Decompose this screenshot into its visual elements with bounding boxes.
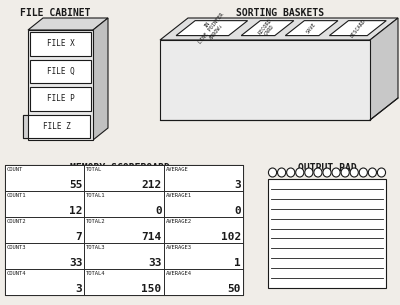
Bar xyxy=(84,217,164,243)
Text: 150: 150 xyxy=(142,284,162,294)
Text: 3: 3 xyxy=(76,284,82,294)
Text: DISCARD: DISCARD xyxy=(349,18,366,38)
Ellipse shape xyxy=(268,168,277,177)
Text: TOTAL4: TOTAL4 xyxy=(86,271,106,276)
Bar xyxy=(5,165,84,191)
Text: COUNT2: COUNT2 xyxy=(7,219,26,224)
Text: AVERAGE: AVERAGE xyxy=(166,167,188,172)
Bar xyxy=(28,30,93,140)
Polygon shape xyxy=(160,18,398,40)
Text: OUTPUT PAD: OUTPUT PAD xyxy=(298,163,356,173)
Polygon shape xyxy=(176,21,248,36)
Bar xyxy=(5,269,84,295)
Ellipse shape xyxy=(323,168,331,177)
Bar xyxy=(30,59,91,83)
Text: SAVE: SAVE xyxy=(306,22,318,34)
Text: 1: 1 xyxy=(234,258,241,268)
Text: 55: 55 xyxy=(69,180,82,190)
Ellipse shape xyxy=(287,168,295,177)
Bar xyxy=(84,165,164,191)
Bar xyxy=(84,243,164,269)
Bar xyxy=(84,191,164,217)
Polygon shape xyxy=(93,18,108,140)
Bar xyxy=(30,87,91,110)
Polygon shape xyxy=(330,21,386,36)
Bar xyxy=(5,191,84,217)
Text: TOTAL3: TOTAL3 xyxy=(86,245,106,250)
Polygon shape xyxy=(28,18,108,30)
Text: FILE CABINET: FILE CABINET xyxy=(20,8,90,18)
Text: 33: 33 xyxy=(69,258,82,268)
Text: FILE P: FILE P xyxy=(47,94,74,103)
Text: AVERAGE2: AVERAGE2 xyxy=(166,219,192,224)
Text: SORTING BASKETS: SORTING BASKETS xyxy=(236,8,324,18)
Text: TOTAL2: TOTAL2 xyxy=(86,219,106,224)
Bar xyxy=(30,32,91,56)
Ellipse shape xyxy=(314,168,322,177)
Text: AVERAGE4: AVERAGE4 xyxy=(166,271,192,276)
Text: 714: 714 xyxy=(142,232,162,242)
Ellipse shape xyxy=(341,168,349,177)
Text: MEMORY SCOREBOARD: MEMORY SCOREBOARD xyxy=(70,163,170,173)
Ellipse shape xyxy=(332,168,340,177)
Text: FILE Q: FILE Q xyxy=(47,67,74,76)
Bar xyxy=(5,165,243,295)
Ellipse shape xyxy=(296,168,304,177)
Bar xyxy=(164,165,243,191)
Bar xyxy=(5,217,84,243)
Text: RECORD
CARD: RECORD CARD xyxy=(258,17,278,39)
Text: 3: 3 xyxy=(234,180,241,190)
Bar xyxy=(268,179,386,288)
Text: 0: 0 xyxy=(155,206,162,216)
Text: AVERAGE3: AVERAGE3 xyxy=(166,245,192,250)
Bar xyxy=(164,269,243,295)
Text: 50: 50 xyxy=(228,284,241,294)
Polygon shape xyxy=(285,21,338,36)
Text: 0: 0 xyxy=(234,206,241,216)
Text: COUNT: COUNT xyxy=(7,167,23,172)
Polygon shape xyxy=(370,18,398,120)
Bar xyxy=(164,217,243,243)
Polygon shape xyxy=(23,114,28,138)
Text: 102: 102 xyxy=(221,232,241,242)
Ellipse shape xyxy=(368,168,376,177)
Bar xyxy=(160,40,370,120)
Ellipse shape xyxy=(359,168,367,177)
Text: TOTAL1: TOTAL1 xyxy=(86,193,106,198)
Text: COUNT4: COUNT4 xyxy=(7,271,26,276)
Bar xyxy=(23,114,90,138)
Ellipse shape xyxy=(350,168,358,177)
Text: 12: 12 xyxy=(69,206,82,216)
Polygon shape xyxy=(241,21,294,36)
Bar xyxy=(164,243,243,269)
Bar xyxy=(84,269,164,295)
Text: IN
LINE POINTER
ARROW↓: IN LINE POINTER ARROW↓ xyxy=(194,8,230,48)
Text: FILE X: FILE X xyxy=(47,39,74,48)
Bar xyxy=(5,243,84,269)
Ellipse shape xyxy=(377,168,386,177)
Text: COUNT1: COUNT1 xyxy=(7,193,26,198)
Text: TOTAL: TOTAL xyxy=(86,167,102,172)
Ellipse shape xyxy=(305,168,313,177)
Bar xyxy=(164,191,243,217)
Text: COUNT3: COUNT3 xyxy=(7,245,26,250)
Ellipse shape xyxy=(278,168,286,177)
Text: FILE Z: FILE Z xyxy=(43,122,70,131)
Text: 212: 212 xyxy=(142,180,162,190)
Text: 7: 7 xyxy=(76,232,82,242)
Text: 33: 33 xyxy=(148,258,162,268)
Text: AVERAGE1: AVERAGE1 xyxy=(166,193,192,198)
